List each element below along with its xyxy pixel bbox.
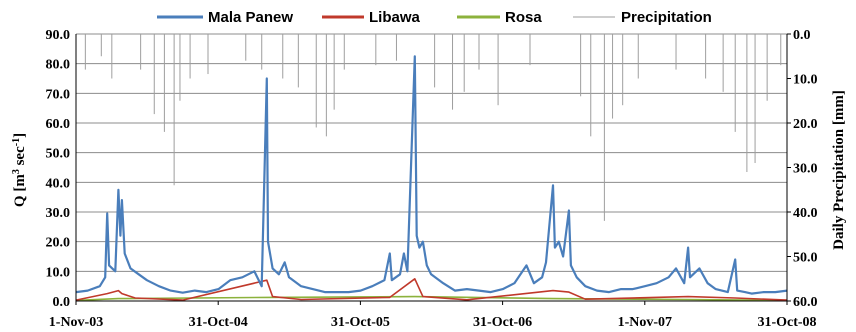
legend-label-rosa: Rosa [505,9,542,26]
y-right-tick-label: 20.0 [793,117,818,132]
discharge-series [75,55,788,302]
y-left-tick-label: 80.0 [46,58,71,73]
y-right-tick-label: 10.0 [793,73,818,88]
y-left-tick-label: 40.0 [46,176,71,191]
y-right-tick-label: 0.0 [793,28,811,43]
y-left-tick-label: 20.0 [46,236,71,251]
y-right-tick-label: 50.0 [793,251,818,266]
x-tick-label: 1-Nov-07 [618,315,672,330]
axes [75,33,791,305]
y-left-tick-label: 90.0 [46,28,71,43]
precipitation-series [84,34,782,221]
x-tick-label: 31-Oct-06 [473,315,532,330]
y-right-tick-label: 60.0 [793,295,818,310]
series-line-rosa [75,295,788,302]
y-left-tick-label: 0.0 [53,295,71,310]
y-left-axis-title: Q [m3 sec-1] [11,133,29,207]
gridlines [76,33,787,302]
x-tick-label: 31-Oct-04 [189,315,248,330]
x-tick-label: 31-Oct-05 [331,315,390,330]
y-left-tick-label: 60.0 [46,117,71,132]
y-right-tick-label: 30.0 [793,162,818,177]
legend-label-precipitation: Precipitation [621,9,712,26]
y-right-tick-label: 40.0 [793,206,818,221]
legend-label-libawa: Libawa [369,9,421,26]
legend-label-mala-panew: Mala Panew [208,9,293,26]
legend: Mala Panew Libawa Rosa Precipitation [157,9,712,26]
series-line-libawa [75,277,788,301]
x-tick-label: 31-Oct-08 [757,315,816,330]
y-left-tick-label: 10.0 [46,265,71,280]
y-left-tick-label: 30.0 [46,206,71,221]
tick-labels: 0.0 10.0 20.0 30.0 40.0 50.0 60.0 70.0 80.0 90.0 0… [46,28,818,330]
y-left-tick-label: 50.0 [46,147,71,162]
y-right-axis-title: Daily Precipitation [mm] [831,90,847,250]
x-tick-label: 1-Nov-03 [49,315,103,330]
series-line-mala-panew [75,55,788,295]
y-left-tick-label: 70.0 [46,87,71,102]
